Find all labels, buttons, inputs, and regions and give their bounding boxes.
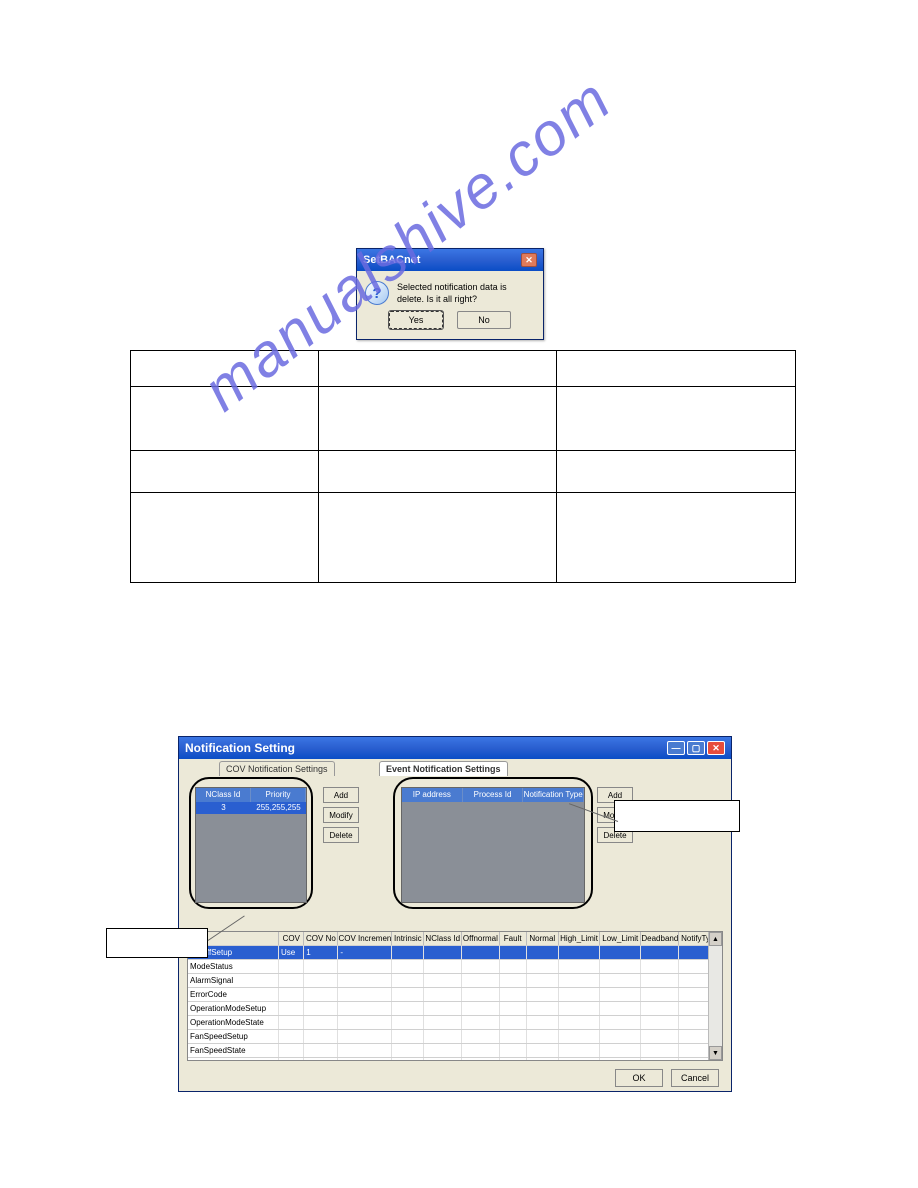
cov-row[interactable]: 3 255,255,255 (196, 802, 306, 814)
dialog-title: SetBACnet (363, 254, 420, 266)
event-header-ntype: Notification Type (523, 788, 584, 802)
tab-event[interactable]: Event Notification Settings (379, 761, 508, 776)
event-grid[interactable]: IP address Process Id Notification Type (401, 787, 585, 903)
cancel-button[interactable]: Cancel (671, 1069, 719, 1087)
setbacnet-confirm-dialog: SetBACnet ✕ ? Selected notification data… (356, 248, 544, 340)
event-header-ip: IP address (402, 788, 463, 802)
cov-header-nclassid: NClass Id (196, 788, 251, 802)
cov-header-priority: Priority (251, 788, 306, 802)
dialog-titlebar[interactable]: SetBACnet ✕ (357, 249, 543, 271)
window-titlebar[interactable]: Notification Setting — ▢ ✕ (179, 737, 731, 759)
table-row[interactable]: FanSpeedSetup (188, 1030, 722, 1044)
window-title: Notification Setting (185, 741, 295, 755)
callout-cov (106, 928, 208, 958)
vertical-scrollbar[interactable]: ▲ ▼ (708, 932, 722, 1060)
document-table (130, 350, 796, 583)
no-button[interactable]: No (457, 311, 511, 329)
scroll-down-icon[interactable]: ▼ (709, 1046, 722, 1060)
yes-button[interactable]: Yes (389, 311, 443, 329)
minimize-icon[interactable]: — (667, 741, 685, 755)
event-header-processid: Process Id (463, 788, 524, 802)
table-row[interactable]: ErrorCode (188, 988, 722, 1002)
tab-cov[interactable]: COV Notification Settings (219, 761, 335, 776)
table-row[interactable]: OperationModeState (188, 1016, 722, 1030)
table-row[interactable]: RoomTemp (188, 1058, 722, 1061)
scroll-up-icon[interactable]: ▲ (709, 932, 722, 946)
modify-button[interactable]: Modify (323, 807, 359, 823)
ok-button[interactable]: OK (615, 1069, 663, 1087)
upper-panel: COV Notification Settings Event Notifica… (179, 759, 731, 919)
add-button[interactable]: Add (323, 787, 359, 803)
cov-grid[interactable]: NClass Id Priority 3 255,255,255 (195, 787, 307, 903)
notification-setting-window: Notification Setting — ▢ ✕ COV Notificat… (178, 736, 732, 1092)
callout-event (614, 800, 740, 832)
object-grid[interactable]: COV COV No COV Increment Intrinsic NClas… (187, 931, 723, 1061)
table-row[interactable]: ModeStatus (188, 960, 722, 974)
table-row[interactable]: FanSpeedState (188, 1044, 722, 1058)
grid-header-row: COV COV No COV Increment Intrinsic NClas… (188, 932, 722, 946)
close-icon[interactable]: ✕ (521, 253, 537, 267)
maximize-icon[interactable]: ▢ (687, 741, 705, 755)
dialog-message: Selected notification data is delete. Is… (397, 281, 535, 305)
delete-button[interactable]: Delete (323, 827, 359, 843)
question-icon: ? (365, 281, 389, 305)
table-row[interactable]: OnOffSetup Use 1 - (188, 946, 722, 960)
close-icon[interactable]: ✕ (707, 741, 725, 755)
table-row[interactable]: AlarmSignal (188, 974, 722, 988)
table-row[interactable]: OperationModeSetup (188, 1002, 722, 1016)
